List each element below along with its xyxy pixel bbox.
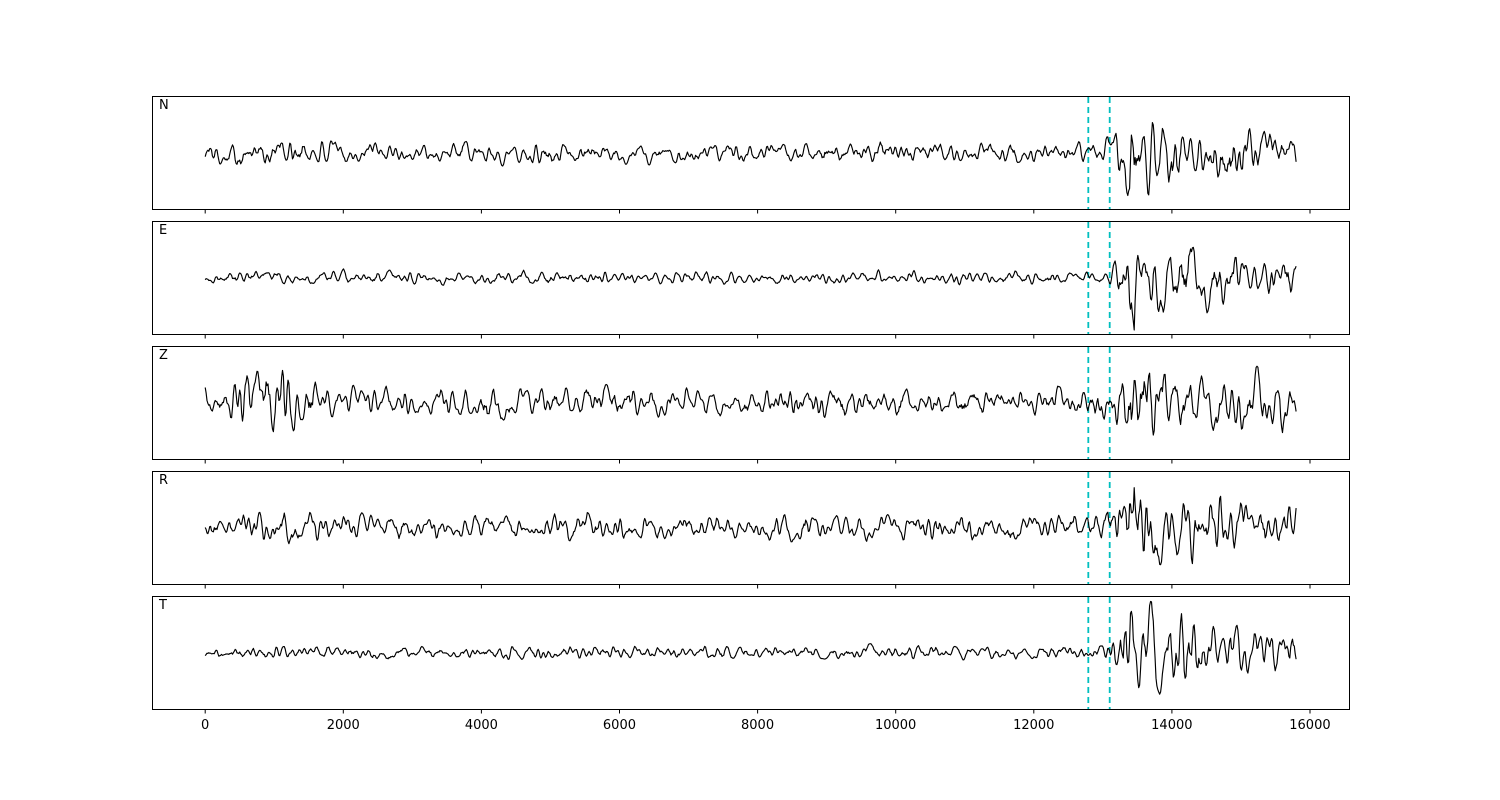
x-tick-label: 12000	[1013, 718, 1055, 733]
channel-label-r: R	[159, 473, 169, 488]
waveform-trace-r	[152, 471, 1350, 589]
waveform-panel-n: N	[152, 96, 1350, 214]
trace-path	[204, 487, 1297, 566]
panel-border	[152, 346, 1350, 460]
panel-border	[152, 221, 1350, 335]
x-tick-label: 8000	[741, 718, 775, 733]
waveform-trace-e	[152, 221, 1350, 339]
channel-label-z: Z	[159, 348, 168, 363]
waveform-panel-z: Z	[152, 346, 1350, 464]
x-tick-label: 2000	[326, 718, 360, 733]
waveform-panel-r: R	[152, 471, 1350, 589]
x-tick-label: 14000	[1151, 718, 1193, 733]
panel-border	[152, 596, 1350, 710]
trace-path	[204, 122, 1297, 197]
x-tick-label: 6000	[602, 718, 636, 733]
x-tick-label: 10000	[874, 718, 917, 733]
waveform-panel-t: T	[152, 596, 1350, 714]
waveform-trace-z	[152, 346, 1350, 464]
x-tick-label: 16000	[1289, 718, 1331, 733]
panel-border	[152, 96, 1350, 210]
channel-label-t: T	[159, 598, 167, 613]
waveform-trace-t	[152, 596, 1350, 714]
trace-path	[204, 246, 1297, 331]
waveform-trace-n	[152, 96, 1350, 214]
trace-path	[204, 600, 1297, 695]
channel-label-n: N	[159, 98, 169, 113]
x-tick-label: 4000	[464, 718, 498, 733]
channel-label-e: E	[159, 223, 168, 238]
panel-border	[152, 471, 1350, 585]
waveform-panel-e: E	[152, 221, 1350, 339]
x-tick-label: 0	[201, 718, 210, 733]
trace-path	[204, 365, 1297, 436]
x-axis: 0 2000 4000 6000 8000 10000 12000 14000 …	[0, 716, 1500, 738]
